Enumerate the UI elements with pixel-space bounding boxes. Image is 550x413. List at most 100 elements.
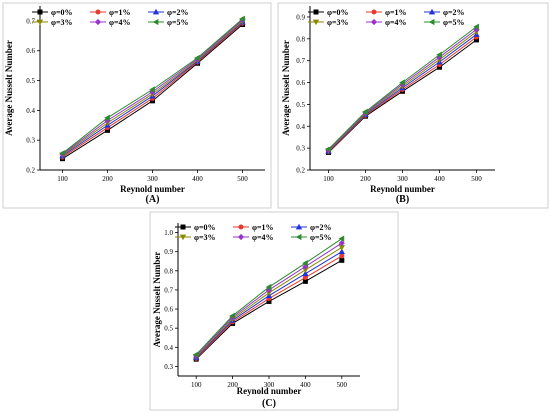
panel-frame [2, 2, 272, 209]
legend-label: φ=1% [385, 8, 407, 17]
x-axis-label: Reynold number [120, 184, 185, 194]
data-point [302, 270, 309, 277]
y-tick-label: 0.4 [296, 123, 305, 131]
series-5 [59, 16, 246, 158]
data-point [339, 257, 345, 263]
legend-label: φ=2% [167, 8, 189, 17]
x-tick-label: 400 [300, 381, 311, 389]
y-tick-label: 0.3 [26, 137, 35, 145]
y-axis-label: Average Nusselt Number [281, 40, 291, 136]
legend-label: φ=0% [51, 8, 73, 17]
series-line [62, 19, 243, 155]
legend-label: φ=5% [310, 233, 332, 242]
legend-marker [237, 233, 245, 241]
legend-item: φ=5% [424, 18, 465, 27]
chart-panel-c: 100 200 300 400 500 0.3 0.4 0.5 0.6 0.7 0.8 0.9 1.0 R… [149, 211, 399, 411]
y-tick-label: 0.6 [26, 47, 35, 55]
series-6 [325, 23, 479, 153]
series-line [195, 259, 343, 360]
panel-frame [277, 2, 549, 209]
legend-marker [94, 18, 102, 26]
y-axis-label: Average Nusselt Number [4, 40, 14, 136]
legend: φ=0% φ=1% φ=2% φ=3% φ=4% φ=5% [308, 8, 465, 27]
data-point [302, 260, 308, 267]
series-2 [193, 253, 345, 361]
legend-marker [428, 8, 436, 15]
legend-label: φ=1% [252, 223, 274, 232]
legend-label: φ=5% [167, 18, 189, 27]
legend-label: φ=4% [385, 18, 407, 27]
data-point [338, 248, 345, 255]
data-point [338, 235, 345, 242]
series-line [195, 255, 343, 359]
y-tick-label: 0.3 [164, 363, 173, 371]
data-point [104, 114, 110, 121]
y-tick-label: 0.8 [164, 267, 173, 275]
legend-item: φ=0% [308, 8, 349, 17]
legend-item: φ=4% [366, 18, 407, 27]
legend-marker [312, 19, 320, 26]
series-6 [59, 15, 245, 157]
legend-label: φ=5% [443, 18, 465, 27]
y-axis-label: Average Nusselt Number [152, 252, 162, 348]
y-tick-label: 1.0 [164, 229, 173, 237]
legend-label: φ=4% [109, 18, 131, 27]
data-point [194, 54, 200, 62]
x-tick-label: 200 [102, 175, 113, 183]
legend-item: φ=5% [148, 18, 189, 27]
x-tick-label: 500 [237, 175, 248, 183]
series-3 [193, 248, 345, 360]
data-point [229, 312, 236, 319]
legend-label: φ=3% [194, 233, 216, 242]
x-axis-label: Reynold number [370, 184, 435, 194]
legend-item: φ=5% [291, 233, 332, 242]
y-tick-label: 0.3 [296, 145, 305, 153]
x-tick-label: 300 [147, 175, 158, 183]
y-tick-label: 0.9 [296, 13, 305, 21]
legend-label: φ=0% [194, 223, 216, 232]
legend: φ=0% φ=1% φ=2% φ=3% φ=4% φ=5% [32, 8, 189, 27]
legend-label: φ=4% [252, 233, 274, 242]
legend-item: φ=3% [32, 18, 73, 27]
data-point [192, 351, 199, 358]
y-tick-label: 0.4 [26, 107, 35, 115]
series-line [328, 39, 477, 153]
series-line [195, 251, 343, 358]
legend-marker [428, 18, 435, 26]
chart-panel-b: 100 200 300 400 500 0.2 0.3 0.4 0.5 0.6 0.7 0.8 0.9 R… [277, 2, 549, 209]
legend-marker [95, 9, 101, 15]
legend: φ=0% φ=1% φ=2% φ=3% φ=4% φ=5% [175, 223, 332, 242]
legend-marker [371, 9, 377, 15]
y-tick-label: 0.6 [296, 79, 305, 87]
series-6 [192, 235, 345, 358]
data-point [338, 240, 345, 247]
data-point [265, 283, 272, 291]
legend-marker [36, 19, 44, 26]
legend-item: φ=4% [233, 233, 274, 242]
series-2 [325, 34, 479, 155]
y-tick-label: 0.9 [164, 248, 173, 256]
legend-item: φ=1% [366, 8, 407, 17]
data-point [362, 108, 368, 115]
x-tick-label: 500 [471, 175, 482, 183]
x-tick-label: 400 [192, 175, 203, 183]
legend-item: φ=4% [90, 18, 131, 27]
y-tick-label: 0.7 [296, 57, 305, 65]
panel-label: (A) [146, 194, 160, 205]
y-tick-label: 0.6 [164, 306, 173, 314]
series-1 [325, 37, 479, 156]
x-axis-label: Reynold number [237, 386, 302, 396]
legend-label: φ=3% [327, 18, 349, 27]
data-point [239, 15, 245, 22]
panel-label: (C) [262, 398, 276, 409]
legend-item: φ=1% [90, 8, 131, 17]
data-point [399, 79, 405, 86]
x-tick-label: 100 [323, 175, 334, 183]
series-1 [193, 257, 345, 362]
y-tick-label: 0.5 [296, 101, 305, 109]
legend-marker [179, 234, 187, 241]
legend-marker [152, 18, 159, 26]
y-tick-label: 0.2 [26, 167, 35, 175]
data-point [325, 146, 331, 153]
legend-marker [152, 8, 160, 15]
